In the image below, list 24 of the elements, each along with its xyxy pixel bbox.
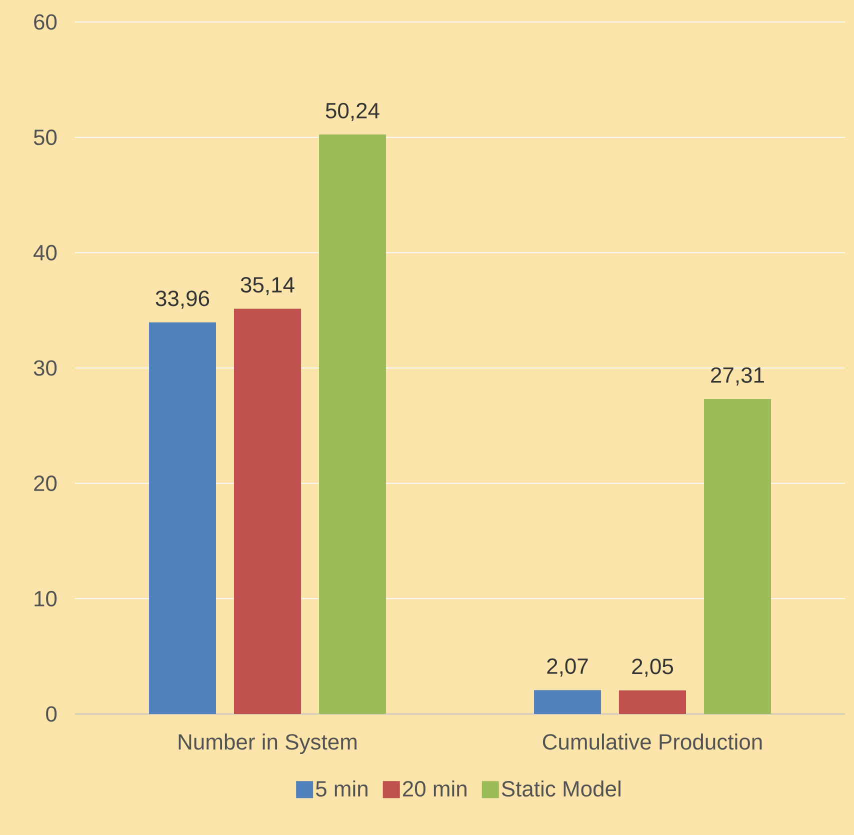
data-label: 50,24 [326,102,380,122]
bar [619,690,686,714]
y-tick-label: 30 [34,360,57,376]
data-label: 35,14 [240,277,294,296]
data-label: 33,96 [156,290,210,309]
legend-label: Static Model [502,780,620,797]
y-tick-label: 0 [46,706,57,722]
data-label: 2,07 [547,658,588,677]
bar [319,134,386,714]
y-tick-label: 60 [34,14,57,30]
x-tick-label: Cumulative Production [542,734,762,750]
bar [534,690,602,714]
x-tick-label: Number in System [178,734,356,754]
y-tick-label: 10 [34,590,57,606]
data-label: 2,05 [632,658,673,677]
y-tick-label: 20 [34,476,57,492]
bar [149,322,216,714]
bar [704,399,772,714]
y-tick-label: 50 [34,130,57,146]
legend-label: 5 min [316,780,368,797]
bar [234,308,302,714]
legend-label: 20 min [402,780,466,797]
data-label: 27,31 [711,367,764,386]
y-tick-label: 40 [33,244,57,260]
